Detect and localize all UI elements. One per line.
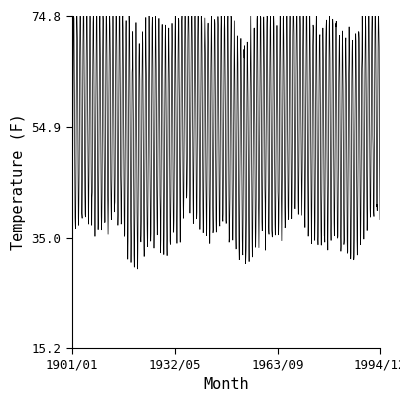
X-axis label: Month: Month bbox=[203, 377, 249, 392]
Y-axis label: Temperature (F): Temperature (F) bbox=[11, 114, 26, 250]
